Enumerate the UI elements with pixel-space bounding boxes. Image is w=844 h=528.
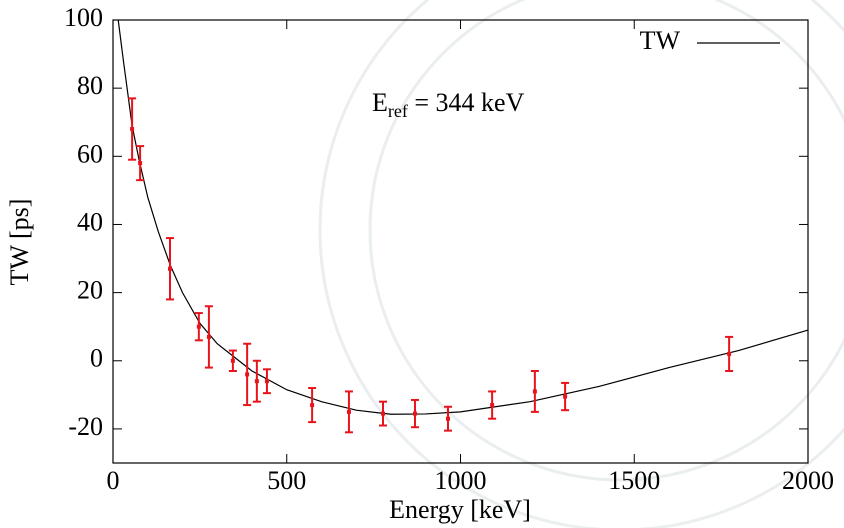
data-point xyxy=(254,379,259,384)
x-tick-label: 500 xyxy=(267,466,306,495)
data-point xyxy=(245,372,250,377)
watermark xyxy=(318,0,844,528)
data-point xyxy=(490,403,495,408)
data-point xyxy=(412,411,417,416)
data-point xyxy=(130,127,135,132)
y-axis-label: TW [ps] xyxy=(5,199,34,286)
plot-frame xyxy=(112,19,809,464)
annotation: Eref = 344 keV xyxy=(372,88,525,121)
annotation-rest: = 344 keV xyxy=(408,88,525,117)
data-point xyxy=(346,409,351,414)
data-point xyxy=(310,403,315,408)
x-axis-label: Energy [keV] xyxy=(389,495,531,524)
data-point xyxy=(264,379,269,384)
y-tick-label: 40 xyxy=(77,207,103,236)
data-point xyxy=(563,394,568,399)
y-tick-label: 20 xyxy=(77,276,103,305)
data-point xyxy=(727,351,732,356)
data-point xyxy=(167,266,172,271)
fit-line xyxy=(117,19,809,415)
annotation-sub: ref xyxy=(388,101,408,121)
y-tick-label: 0 xyxy=(90,344,103,373)
data-point xyxy=(445,416,450,421)
x-tick-label: 1500 xyxy=(608,466,660,495)
x-tick-label: 0 xyxy=(107,466,120,495)
data-point xyxy=(532,389,537,394)
data-point xyxy=(206,334,211,339)
x-tick-label: 1000 xyxy=(435,466,487,495)
y-tick-label: 100 xyxy=(64,3,103,32)
data-point xyxy=(196,324,201,329)
legend-label: TW xyxy=(640,26,681,55)
annotation-main: E xyxy=(372,88,388,117)
y-tick-label: 60 xyxy=(77,139,103,168)
x-tick-label: 2000 xyxy=(782,466,834,495)
y-tick-label: -20 xyxy=(68,412,103,441)
data-point xyxy=(381,411,386,416)
data-point xyxy=(138,161,143,166)
y-tick-label: 80 xyxy=(77,71,103,100)
data-point xyxy=(230,358,235,363)
